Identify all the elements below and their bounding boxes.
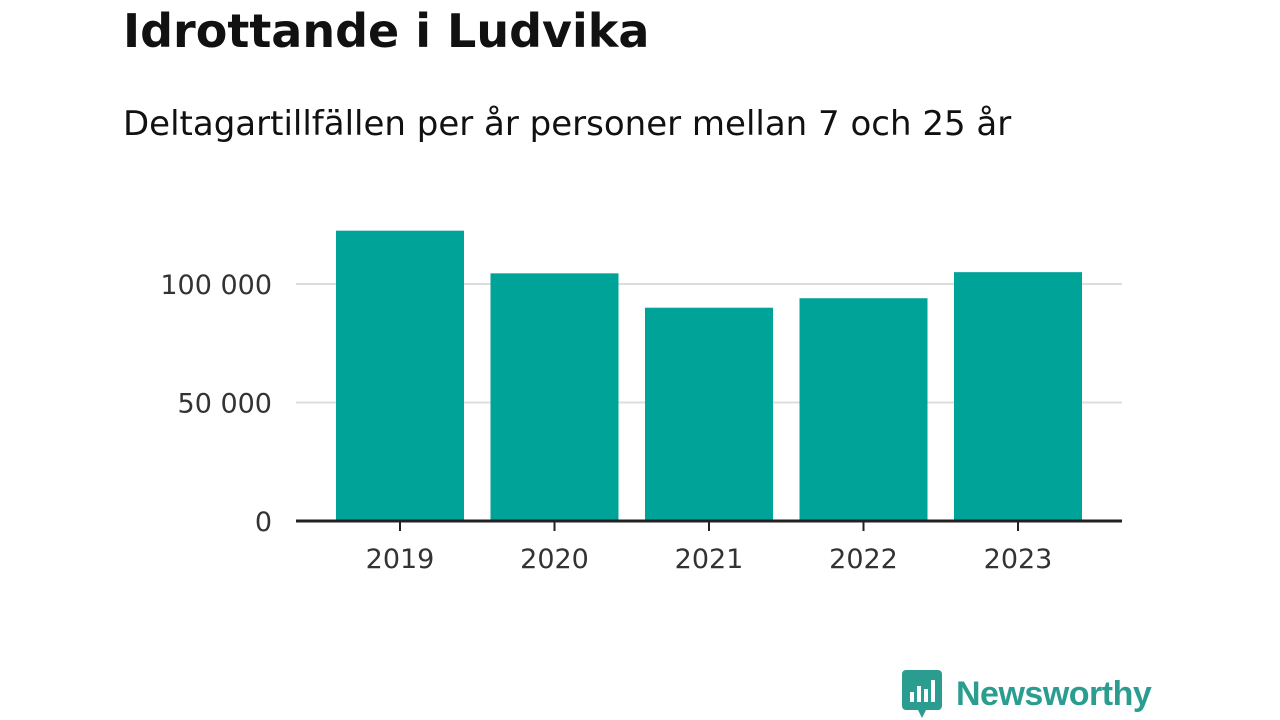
bar-2021 [645, 307, 773, 521]
x-tick-label: 2019 [366, 544, 435, 575]
y-tick-label: 0 [255, 507, 272, 538]
bar-2020 [490, 273, 619, 521]
y-tick-label: 100 000 [160, 270, 272, 301]
x-tick-label: 2022 [829, 544, 898, 575]
x-tick-label: 2021 [675, 544, 744, 575]
y-tick-label: 50 000 [178, 389, 272, 420]
chart-subtitle: Deltagartillfällen per år personer mella… [123, 104, 1012, 144]
bar-2019 [336, 230, 464, 522]
bar-2023 [954, 272, 1082, 521]
newsworthy-logo: Newsworthy [902, 670, 1152, 718]
chart-title: Idrottande i Ludvika [123, 4, 650, 58]
bar-2022 [799, 298, 928, 521]
newsworthy-logo-icon [902, 670, 942, 718]
newsworthy-logo-text: Newsworthy [956, 674, 1152, 713]
x-tick-label: 2020 [520, 544, 589, 575]
x-tick-label: 2023 [984, 544, 1053, 575]
